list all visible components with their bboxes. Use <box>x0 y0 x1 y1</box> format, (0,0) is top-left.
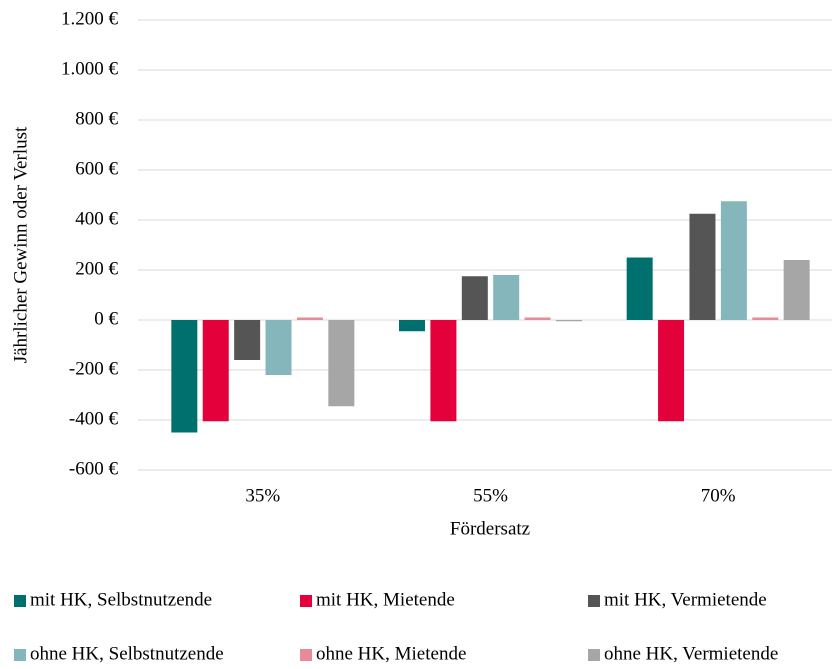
y-tick-label: 1.200 € <box>61 8 119 29</box>
legend-swatch <box>300 649 312 661</box>
legend-label: mit HK, Mietende <box>316 589 455 610</box>
bar <box>461 276 488 320</box>
x-tick-label: 70% <box>701 485 736 506</box>
bar <box>430 320 457 422</box>
legend-swatch <box>588 649 600 661</box>
y-tick-label: 800 € <box>75 108 118 129</box>
y-tick-label: 1.000 € <box>61 58 119 79</box>
y-tick-label: 600 € <box>75 158 118 179</box>
y-tick-label: -200 € <box>69 358 119 379</box>
bar <box>234 320 261 360</box>
legend-swatch <box>14 649 26 661</box>
y-tick-label: 200 € <box>75 258 118 279</box>
bar <box>328 320 355 407</box>
bar <box>265 320 292 375</box>
y-tick-label: -400 € <box>69 408 119 429</box>
legend-label: ohne HK, Selbstnutzende <box>30 643 224 664</box>
y-axis-title: Jährlicher Gewinn oder Verlust <box>10 126 31 363</box>
bar <box>556 320 582 322</box>
y-tick-label: 400 € <box>75 208 118 229</box>
bar <box>783 260 810 320</box>
bar <box>171 320 198 433</box>
legend-swatch <box>300 595 312 607</box>
bar <box>524 317 551 320</box>
legend-label: mit HK, Vermietende <box>604 589 767 610</box>
bar <box>399 320 425 332</box>
x-tick-label: 35% <box>245 485 280 506</box>
bar <box>720 201 747 320</box>
bar <box>658 320 685 422</box>
y-tick-label: 0 € <box>94 308 118 329</box>
bar <box>202 320 229 422</box>
bar <box>626 257 653 320</box>
bar <box>296 317 323 320</box>
bar <box>493 275 520 320</box>
legend-swatch <box>14 595 26 607</box>
bar <box>689 213 716 320</box>
x-axis-title: Fördersatz <box>450 518 530 539</box>
legend-swatch <box>588 595 600 607</box>
legend-label: mit HK, Selbstnutzende <box>30 589 212 610</box>
x-tick-label: 55% <box>473 485 508 506</box>
legend-label: ohne HK, Vermietende <box>604 643 778 664</box>
bar <box>752 317 779 320</box>
legend-label: ohne HK, Mietende <box>316 643 466 664</box>
y-tick-label: -600 € <box>69 458 119 479</box>
